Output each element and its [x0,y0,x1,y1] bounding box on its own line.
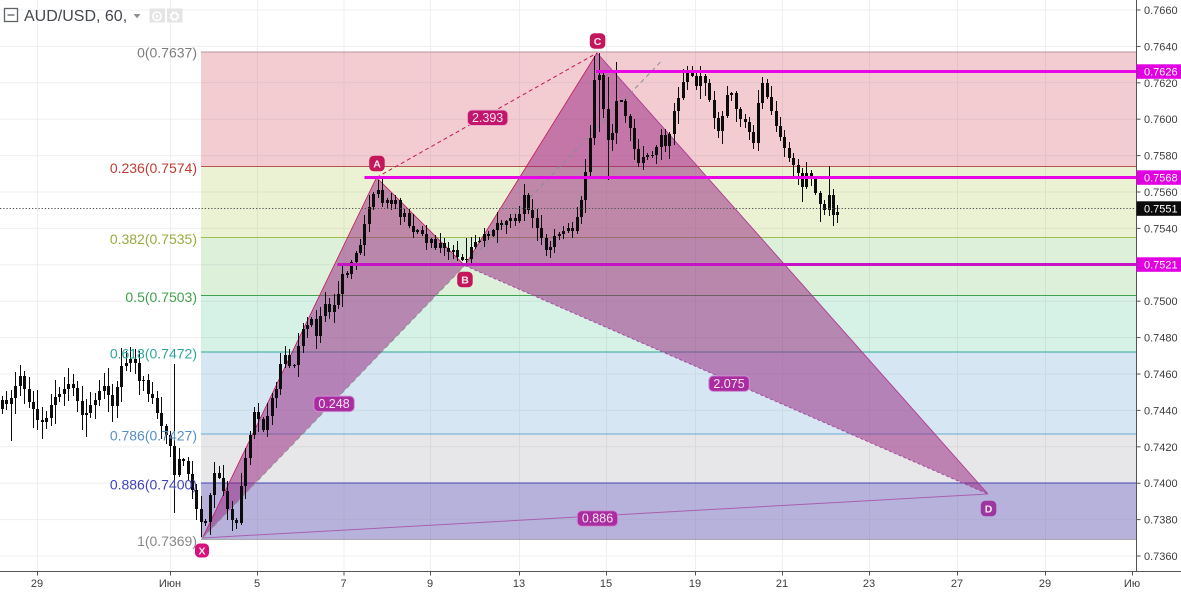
svg-text:0.236(0.7574): 0.236(0.7574) [110,160,197,176]
svg-text:0.248: 0.248 [318,397,349,411]
svg-text:0.7560: 0.7560 [1144,187,1178,199]
svg-text:1(0.7369): 1(0.7369) [137,533,197,549]
svg-text:29: 29 [1039,578,1051,590]
svg-text:0.786(0.7427): 0.786(0.7427) [110,427,197,443]
svg-text:29: 29 [31,578,43,590]
svg-text:21: 21 [776,578,788,590]
svg-text:0.7620: 0.7620 [1144,78,1178,90]
svg-text:D: D [985,503,993,515]
svg-text:0.7440: 0.7440 [1144,405,1178,417]
svg-text:2.393: 2.393 [472,111,503,125]
svg-text:0.382(0.7535): 0.382(0.7535) [110,231,197,247]
svg-text:0.7600: 0.7600 [1144,114,1178,126]
svg-text:0.7521: 0.7521 [1144,260,1178,272]
svg-text:0.886: 0.886 [582,512,613,526]
svg-text:0.7568: 0.7568 [1144,173,1178,185]
svg-text:AUD/USD, 60,: AUD/USD, 60, [24,8,127,25]
svg-text:0.7480: 0.7480 [1144,333,1178,345]
svg-text:0(0.7637): 0(0.7637) [137,44,197,60]
svg-text:0.5(0.7503): 0.5(0.7503) [125,289,197,305]
svg-text:C: C [594,36,602,48]
svg-text:5: 5 [254,578,260,590]
svg-text:0.7400: 0.7400 [1144,478,1178,490]
svg-text:B: B [461,274,469,286]
svg-text:9: 9 [427,578,433,590]
svg-text:0.7500: 0.7500 [1144,296,1178,308]
svg-text:Ию: Ию [1124,578,1140,590]
svg-text:2.075: 2.075 [713,377,744,391]
svg-text:15: 15 [600,578,612,590]
svg-text:0.886(0.7400): 0.886(0.7400) [110,476,197,492]
svg-text:23: 23 [863,578,875,590]
svg-text:0.618(0.7472): 0.618(0.7472) [110,345,197,361]
svg-text:19: 19 [689,578,701,590]
svg-text:0.7551: 0.7551 [1144,204,1178,216]
svg-text:13: 13 [513,578,525,590]
svg-text:0.7540: 0.7540 [1144,223,1178,235]
svg-text:7: 7 [340,578,346,590]
svg-text:0.7420: 0.7420 [1144,442,1178,454]
svg-text:0.7460: 0.7460 [1144,369,1178,381]
svg-text:A: A [373,158,381,170]
svg-text:27: 27 [951,578,963,590]
svg-text:X: X [198,545,205,557]
svg-text:0.7360: 0.7360 [1144,551,1178,563]
svg-text:0.7660: 0.7660 [1144,5,1178,17]
svg-text:0.7640: 0.7640 [1144,41,1178,53]
svg-text:0.7580: 0.7580 [1144,151,1178,163]
svg-text:0.7380: 0.7380 [1144,515,1178,527]
svg-text:Июн: Июн [159,578,181,590]
svg-text:0.7626: 0.7626 [1144,67,1178,79]
